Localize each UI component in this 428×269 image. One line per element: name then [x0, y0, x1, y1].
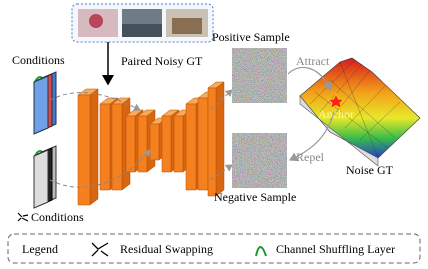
- block: [126, 116, 135, 172]
- label: Repel: [296, 150, 325, 164]
- swap-icon: [92, 243, 108, 256]
- photo-detail: [89, 14, 103, 28]
- block: [138, 116, 147, 172]
- label: Conditions: [31, 210, 84, 224]
- label: Noise GT: [346, 163, 394, 177]
- label: Positive Sample: [212, 30, 290, 44]
- noise-image: [232, 48, 287, 103]
- block: [78, 95, 90, 205]
- legend-title: Legend: [22, 242, 58, 256]
- label: Negative Sample: [214, 190, 296, 204]
- label: Attract: [296, 54, 330, 68]
- label: Paired Noisy GT: [121, 54, 203, 68]
- shuffle-icon: [256, 247, 266, 256]
- plane: [34, 150, 48, 208]
- plane: [34, 76, 48, 134]
- block: [198, 98, 208, 190]
- block: [100, 104, 110, 190]
- label: Conditions: [12, 53, 65, 67]
- block-side: [216, 82, 224, 196]
- legend-item: Channel Shuffling Layer: [276, 242, 395, 256]
- block: [150, 124, 159, 160]
- photo-detail: [172, 18, 202, 34]
- legend-item: Residual Swapping: [120, 242, 213, 256]
- block: [112, 104, 122, 190]
- block: [174, 116, 183, 172]
- block: [186, 104, 196, 190]
- unet: [78, 82, 224, 205]
- block: [162, 116, 171, 172]
- noise-image: [232, 133, 287, 188]
- block-side: [90, 89, 98, 205]
- diagram: Paired Noisy GT Conditions Conditions Po…: [0, 0, 428, 269]
- label: Anchor: [318, 107, 354, 121]
- swap-icon: [18, 213, 28, 221]
- photo-detail: [122, 24, 162, 37]
- block: [208, 88, 216, 196]
